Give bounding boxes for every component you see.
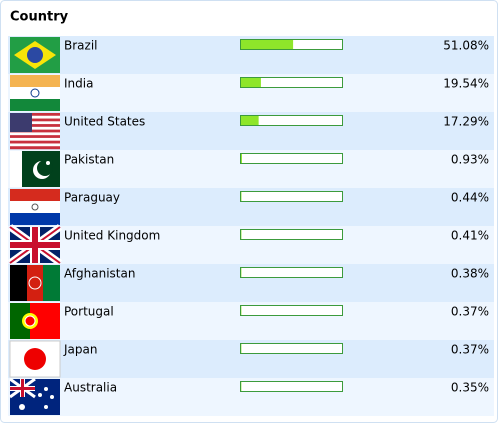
flag-part — [10, 115, 60, 119]
flag-part — [10, 387, 35, 390]
flag-part — [10, 129, 60, 133]
bar-track — [240, 267, 343, 278]
percentage: 0.38% — [451, 267, 489, 281]
bar — [241, 116, 259, 125]
country-name: Brazil — [64, 39, 98, 53]
flag-part — [10, 303, 30, 339]
flag-part — [10, 143, 60, 147]
percentage: 0.44% — [451, 191, 489, 205]
bar-track — [240, 343, 343, 354]
flag-part — [37, 160, 53, 176]
flag-part — [38, 393, 42, 397]
flag-part — [24, 315, 36, 327]
flag — [10, 37, 60, 73]
percentage: 17.29% — [443, 115, 489, 129]
flag-part — [10, 113, 32, 132]
flag — [10, 189, 60, 225]
percentage: 0.37% — [451, 305, 489, 319]
bar-track — [240, 77, 343, 88]
flag — [10, 113, 60, 150]
flag-part — [24, 348, 46, 370]
bar — [241, 154, 242, 163]
country-name: Paraguay — [64, 191, 120, 205]
flag-part — [30, 88, 40, 98]
percentage: 19.54% — [443, 77, 489, 91]
percentage: 51.08% — [443, 39, 489, 53]
country-name: Australia — [64, 381, 117, 395]
flag-part — [10, 146, 60, 150]
flag-part — [10, 135, 60, 139]
flag-part — [10, 242, 60, 248]
flag-part — [10, 265, 27, 301]
flag-part — [31, 203, 39, 211]
flag-part — [50, 395, 54, 399]
flag-part — [44, 387, 48, 391]
flag-part — [10, 87, 60, 99]
flag-part — [46, 161, 50, 165]
flag — [10, 151, 60, 187]
country-name: United States — [64, 115, 145, 129]
flag-part — [10, 99, 60, 111]
percentage: 0.37% — [451, 343, 489, 357]
country-name: India — [64, 77, 93, 91]
flag — [7, 224, 63, 266]
country-name: Afghanistan — [64, 267, 135, 281]
flag-part — [19, 404, 25, 410]
flag-part — [9, 340, 61, 378]
bar-track — [240, 115, 343, 126]
flag-part — [10, 140, 60, 144]
country-name: Pakistan — [64, 153, 114, 167]
country-name: Portugal — [64, 305, 114, 319]
flag-part — [10, 113, 60, 116]
flag — [9, 340, 61, 378]
flag-part — [10, 213, 60, 225]
bar-track — [240, 305, 343, 316]
country-name: United Kingdom — [64, 229, 160, 243]
flag-part — [10, 137, 60, 141]
flag-part — [10, 189, 60, 201]
flag-part — [27, 47, 43, 63]
percentage: 0.35% — [451, 381, 489, 395]
flag-part — [10, 126, 60, 130]
flag-part — [10, 201, 60, 213]
flag-part — [10, 132, 60, 136]
flag-part — [27, 265, 44, 301]
flag — [9, 377, 60, 415]
bar — [241, 40, 294, 49]
flag — [10, 303, 60, 339]
flag — [10, 265, 60, 301]
bar — [241, 78, 261, 87]
flag-part — [10, 121, 60, 125]
flag-part — [10, 75, 60, 87]
bar-track — [240, 381, 343, 392]
flag-part — [10, 118, 60, 122]
bar-track — [240, 229, 343, 240]
percentage: 0.41% — [451, 229, 489, 243]
flag-part — [44, 405, 48, 409]
title: Country — [10, 10, 69, 25]
flag-part — [43, 265, 60, 301]
bar-track — [240, 153, 343, 164]
flag-part — [28, 276, 42, 290]
percentage: 0.93% — [451, 153, 489, 167]
flag-part — [10, 124, 60, 128]
flag — [10, 75, 60, 111]
country-name: Japan — [63, 343, 97, 357]
bar-track — [240, 191, 343, 202]
